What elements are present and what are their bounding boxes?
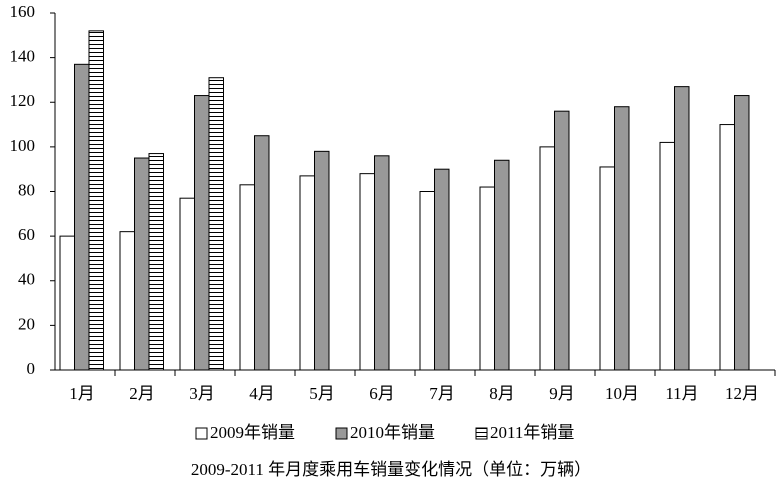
legend-label: 2011年销量 [490,423,574,442]
x-tick-label: 5月 [309,384,335,403]
x-tick-label: 3月 [189,384,215,403]
y-tick-label: 120 [10,91,36,110]
y-tick-label: 140 [10,47,36,66]
bar [434,168,450,371]
bar [614,106,630,371]
legend-label: 2009年销量 [210,423,295,442]
bar [134,157,150,371]
bar [59,235,75,371]
y-tick-label: 20 [18,314,35,333]
x-tick-label: 11月 [665,384,698,403]
y-tick-label: 80 [18,180,35,199]
legend-swatch [475,427,488,440]
bar [479,186,495,371]
x-tick-label: 1月 [69,384,95,403]
bar [194,95,210,371]
bar [734,95,750,371]
x-tick-label: 2月 [129,384,155,403]
bar [254,135,270,371]
legend-swatch [195,427,208,440]
bar [674,86,690,371]
y-tick-label: 160 [10,2,36,21]
bar [494,159,510,371]
bar [554,110,570,371]
x-tick-label: 4月 [249,384,275,403]
bar [208,77,224,371]
x-tick-label: 10月 [605,384,639,403]
bar [659,141,675,371]
bar [179,197,195,371]
x-tick-label: 9月 [549,384,575,403]
y-tick-label: 40 [18,270,35,289]
y-tick-label: 0 [27,359,36,378]
legend-label: 2010年销量 [350,423,435,442]
bar [359,173,375,371]
bar [719,124,735,371]
bar [148,153,164,371]
x-tick-label: 6月 [369,384,395,403]
bar [539,146,555,371]
bar [88,30,104,371]
x-tick-label: 12月 [725,384,759,403]
bar [299,175,315,371]
bar [599,166,615,371]
y-tick-label: 60 [18,225,35,244]
bar [74,63,90,371]
x-tick-label: 7月 [429,384,455,403]
chart-caption: 2009-2011 年月度乘用车销量变化情况（单位：万辆） [191,460,591,479]
bar [239,184,255,371]
y-tick-label: 100 [10,136,36,155]
bar [314,150,330,371]
bar [374,155,390,371]
bar [119,231,135,371]
legend-swatch [335,427,348,440]
bar [419,191,435,371]
x-tick-label: 8月 [489,384,515,403]
